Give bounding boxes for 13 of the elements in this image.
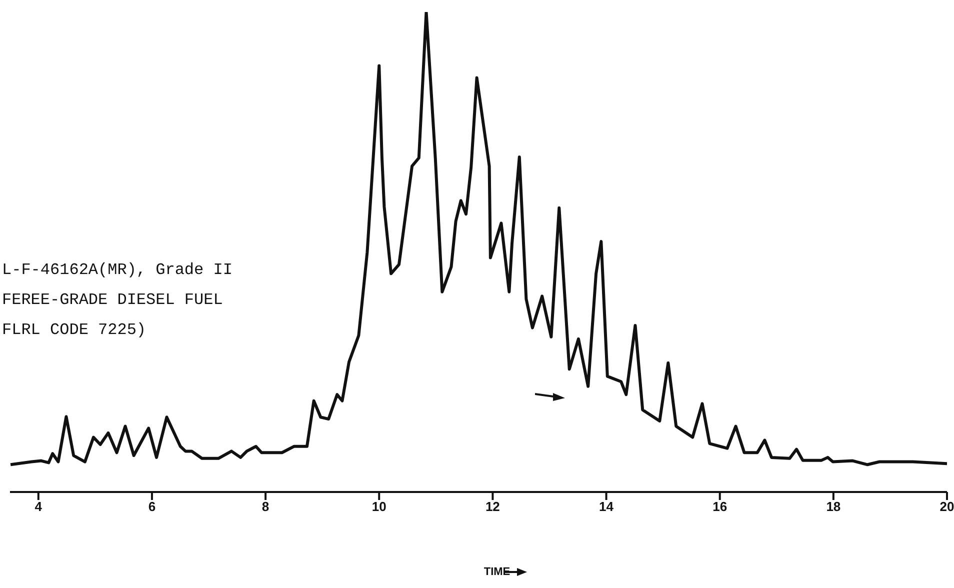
annotation: L-F-46162A(MR), Grade II [2,260,232,281]
x-tick-label: 10 [372,499,386,514]
x-tick-label: 12 [485,499,500,514]
x-tick-label: 20 [940,499,954,514]
x-tick-label: 16 [712,499,728,514]
x-tick-label: 4 [34,499,43,514]
x-axis-title: TIME [484,566,510,578]
x-tick-label: 14 [599,499,614,514]
x-tick-label: 18 [826,499,841,514]
annotation: FEREE-GRADE DIESEL FUEL [2,290,224,311]
annotation: FLRL CODE 7225) [2,320,148,341]
x-tick-label: 8 [262,499,270,514]
x-tick-label: 6 [148,499,156,514]
